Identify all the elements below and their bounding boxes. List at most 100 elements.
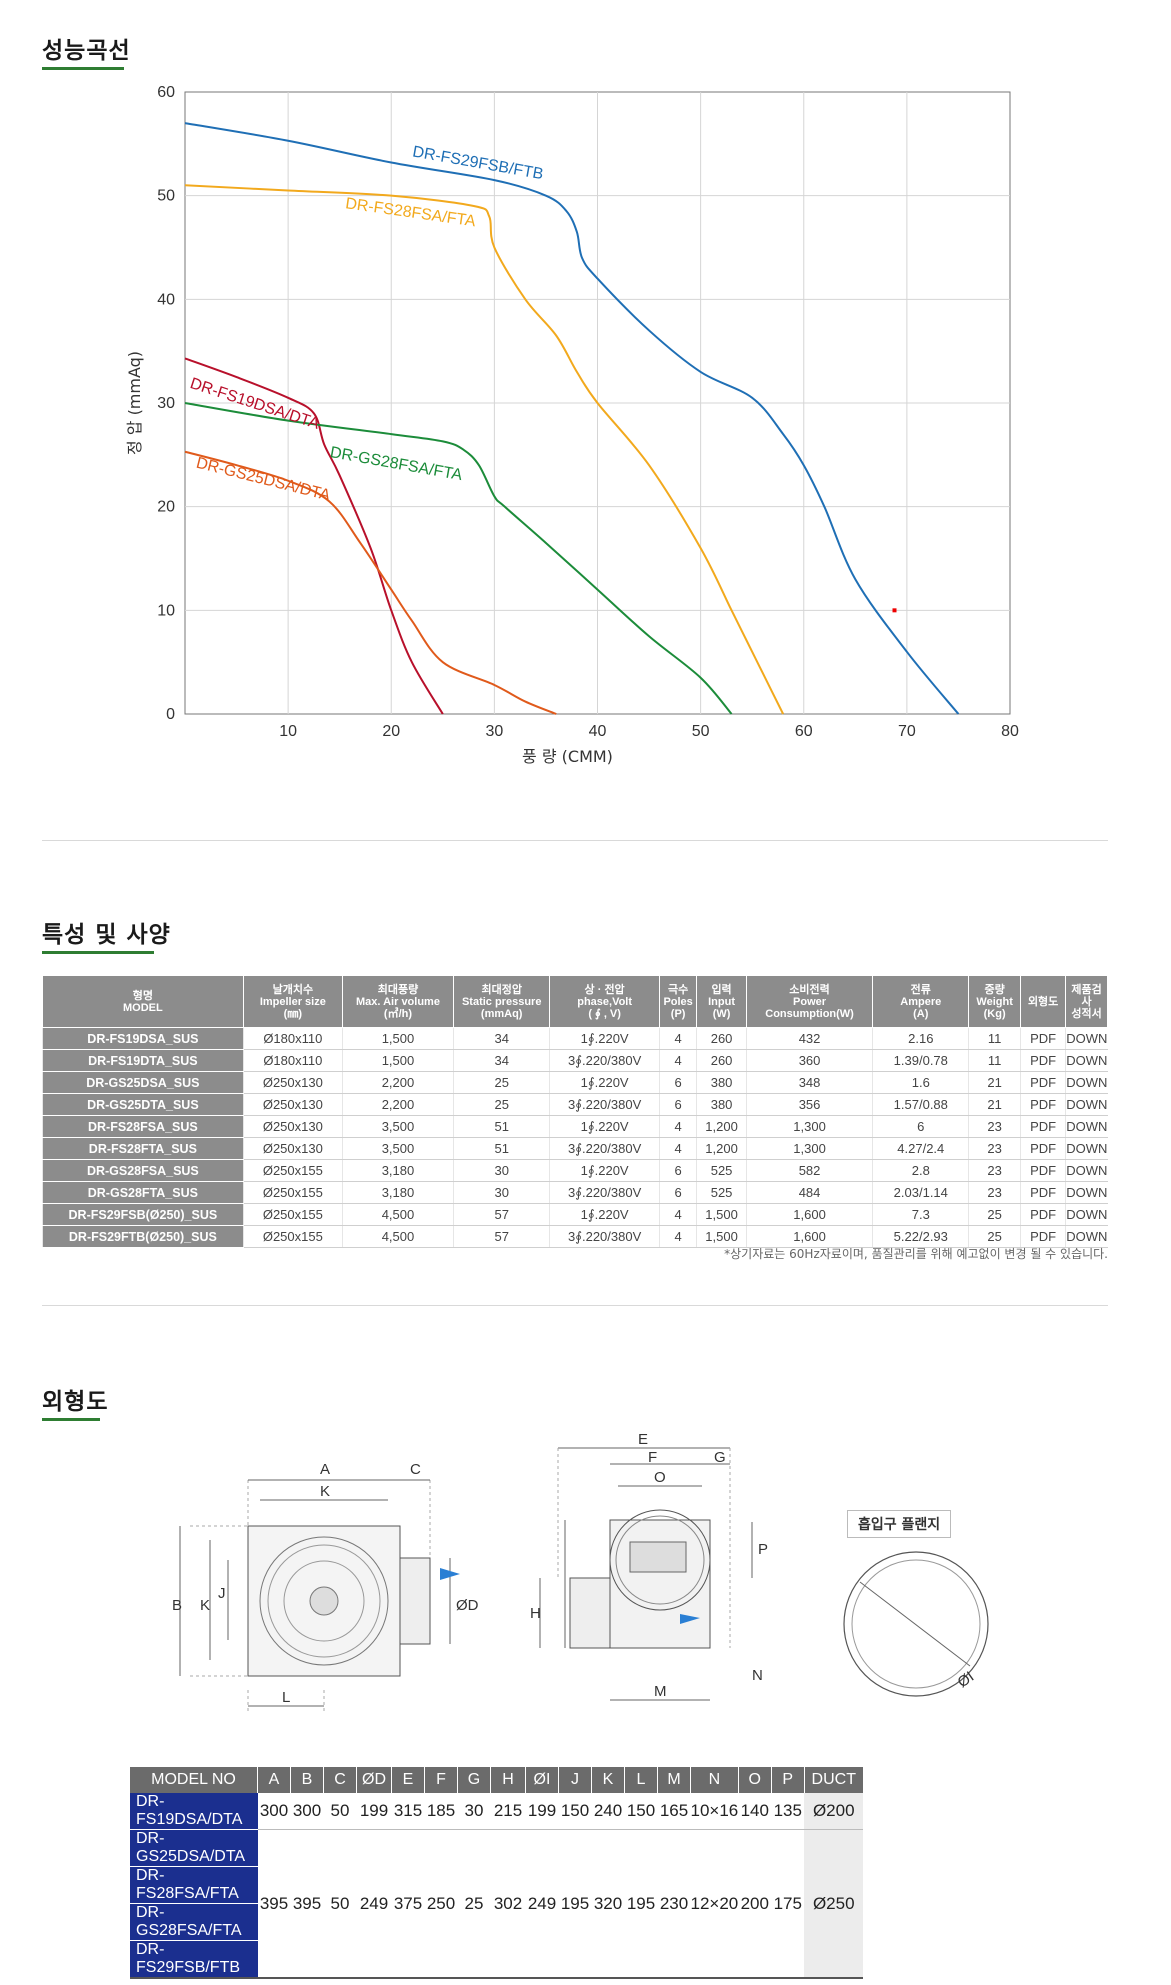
spec-header-cell: 최대풍량 Max. Air volume (㎥/h) xyxy=(341,975,455,1028)
spec-cell: 1∮.220V xyxy=(549,1071,660,1094)
spec-cell: 5.22/2.93 xyxy=(872,1225,969,1248)
spec-cell: 51 xyxy=(453,1137,550,1160)
dimension-header-cell: C xyxy=(323,1767,357,1793)
spec-title-underline xyxy=(42,951,154,954)
spec-cell: 4 xyxy=(658,1049,697,1072)
divider-2 xyxy=(42,1305,1108,1306)
performance-curve-chart: 10 20 30 40 50 60 70 80 0 10 20 30 40 50 60 풍 량 (CMM) 정 … xyxy=(125,84,1019,766)
spec-cell: 6 xyxy=(658,1159,697,1182)
spec-row: DR-GS28FSA_SUS Ø250x155 3,180 30 1∮.220V 6 525… xyxy=(42,1159,1108,1182)
down-link[interactable]: DOWN xyxy=(1065,1115,1108,1138)
dimension-cell: 30 xyxy=(457,1793,491,1830)
outline-section-title: 외형도 xyxy=(42,1389,109,1415)
dimension-cell: 150 xyxy=(558,1793,592,1830)
spec-section-title: 특성 및 사양 xyxy=(42,922,171,948)
down-link[interactable]: DOWN xyxy=(1065,1093,1108,1116)
dimension-header-cell: ØD xyxy=(356,1767,392,1793)
pdf-link[interactable]: PDF xyxy=(1020,1115,1066,1138)
dimension-cell: 140 xyxy=(738,1793,772,1830)
dimension-model-cell: DR-FS29FSB/FTB xyxy=(130,1940,258,1979)
x-tick-label: 40 xyxy=(589,723,607,740)
dim-label-d: ØD xyxy=(456,1597,479,1614)
duct-cell: Ø250 xyxy=(804,1829,864,1979)
dimension-cell: 165 xyxy=(657,1793,691,1830)
spec-cell: 260 xyxy=(696,1027,747,1050)
down-link[interactable]: DOWN xyxy=(1065,1027,1108,1050)
spec-cell: 2,200 xyxy=(341,1071,454,1094)
spec-header-cell: 형명 MODEL xyxy=(42,975,244,1028)
dimension-cell: 12×20 xyxy=(690,1829,739,1979)
spec-cell: 3∮.220/380V xyxy=(549,1049,660,1072)
spec-cell: Ø180x110 xyxy=(242,1027,343,1050)
pdf-link[interactable]: PDF xyxy=(1020,1159,1066,1182)
down-link[interactable]: DOWN xyxy=(1065,1159,1108,1182)
spec-row: DR-FS19DSA_SUS Ø180x110 1,500 34 1∮.220V 4 260… xyxy=(42,1027,1108,1050)
spec-cell: 21 xyxy=(968,1093,1021,1116)
spec-cell: 1,300 xyxy=(745,1137,873,1160)
spec-header-cell: 상 · 전압 phase,Volt( ∮ , V) xyxy=(549,975,660,1028)
pdf-link[interactable]: PDF xyxy=(1020,1181,1066,1204)
chart-axes: 10 20 30 40 50 60 70 80 0 10 20 30 40 50 60 풍 량 (CMM) 정 … xyxy=(125,84,1019,766)
spec-cell: 25 xyxy=(453,1093,550,1116)
down-link[interactable]: DOWN xyxy=(1065,1071,1108,1094)
spec-header-row: 형명 MODEL 날개치수 Impeller size (㎜) 최대풍량 Max. Air … xyxy=(42,975,1108,1028)
down-link[interactable]: DOWN xyxy=(1065,1181,1108,1204)
spec-header-cell: 중량 Weight (Kg) xyxy=(968,975,1022,1028)
pdf-link[interactable]: PDF xyxy=(1020,1071,1066,1094)
spec-cell: 525 xyxy=(696,1159,747,1182)
x-tick-label: 50 xyxy=(692,723,710,740)
down-link[interactable]: DOWN xyxy=(1065,1049,1108,1072)
dimension-header-cell: M xyxy=(657,1767,691,1793)
spec-cell: Ø180x110 xyxy=(242,1049,343,1072)
dim-label-h: H xyxy=(530,1605,541,1622)
y-tick-label: 50 xyxy=(157,188,175,205)
dimension-row: DR-FS19DSA/DTA 300 300 50 199 315 185 30 215 199 1… xyxy=(130,1793,864,1830)
dim-label-p: P xyxy=(758,1541,768,1558)
dimension-header-cell: G xyxy=(457,1767,491,1793)
spec-model-cell: DR-GS28FSA_SUS xyxy=(42,1159,244,1182)
dimension-cell: 175 xyxy=(771,1829,805,1979)
spec-cell: 23 xyxy=(968,1181,1021,1204)
dimension-table: MODEL NO A B C ØD E F G H ØI J K L M N O P DUCT DR-FS19DS… xyxy=(130,1767,864,1979)
pdf-link[interactable]: PDF xyxy=(1020,1049,1066,1072)
down-link[interactable]: DOWN xyxy=(1065,1137,1108,1160)
dimension-row: DR-GS28FSA/FTA xyxy=(130,1903,863,1941)
spec-cell: 356 xyxy=(745,1093,873,1116)
dimension-model-cell: DR-FS28FSA/FTA xyxy=(130,1866,258,1904)
dimension-cell: 195 xyxy=(624,1829,658,1979)
spec-cell: 4.27/2.4 xyxy=(872,1137,969,1160)
down-link[interactable]: DOWN xyxy=(1065,1203,1108,1226)
pdf-link[interactable]: PDF xyxy=(1020,1225,1066,1248)
dim-label-a: A xyxy=(320,1461,330,1478)
dimension-header-cell: F xyxy=(424,1767,458,1793)
series-line xyxy=(184,450,557,715)
spec-header-cell: 극수 Poles (P) xyxy=(658,975,698,1028)
dimension-row: DR-FS29FSB/FTB xyxy=(130,1940,863,1979)
spec-cell: 6 xyxy=(658,1093,697,1116)
spec-cell: 3∮.220/380V xyxy=(549,1225,660,1248)
dimension-header-cell: B xyxy=(290,1767,324,1793)
dimension-cell: 185 xyxy=(424,1793,458,1830)
side-view-drawing: E F G O P H M N xyxy=(530,1431,768,1701)
dimension-model-cell: DR-GS25DSA/DTA xyxy=(130,1829,258,1867)
dimension-cell: 25 xyxy=(457,1829,491,1979)
dimension-header-cell: L xyxy=(624,1767,658,1793)
dimension-cell: 320 xyxy=(591,1829,625,1979)
dim-label-n: N xyxy=(752,1667,763,1684)
pdf-link[interactable]: PDF xyxy=(1020,1137,1066,1160)
pdf-link[interactable]: PDF xyxy=(1020,1027,1066,1050)
dim-label-g: G xyxy=(714,1449,726,1466)
spec-cell: 348 xyxy=(745,1071,873,1094)
spec-cell: Ø250x130 xyxy=(242,1071,343,1094)
series-line xyxy=(184,184,785,715)
spec-header-cell: 입력 Input (W) xyxy=(696,975,747,1028)
dimension-cell: 195 xyxy=(558,1829,592,1979)
spec-row: DR-FS28FTA_SUS Ø250x130 3,500 51 3∮.220/380V… xyxy=(42,1137,1108,1160)
dim-label-l: L xyxy=(282,1689,290,1706)
down-link[interactable]: DOWN xyxy=(1065,1225,1108,1248)
chart-series xyxy=(184,122,960,715)
pdf-link[interactable]: PDF xyxy=(1020,1203,1066,1226)
spec-cell: 4 xyxy=(658,1027,697,1050)
pdf-link[interactable]: PDF xyxy=(1020,1093,1066,1116)
spec-cell: 3∮.220/380V xyxy=(549,1181,660,1204)
